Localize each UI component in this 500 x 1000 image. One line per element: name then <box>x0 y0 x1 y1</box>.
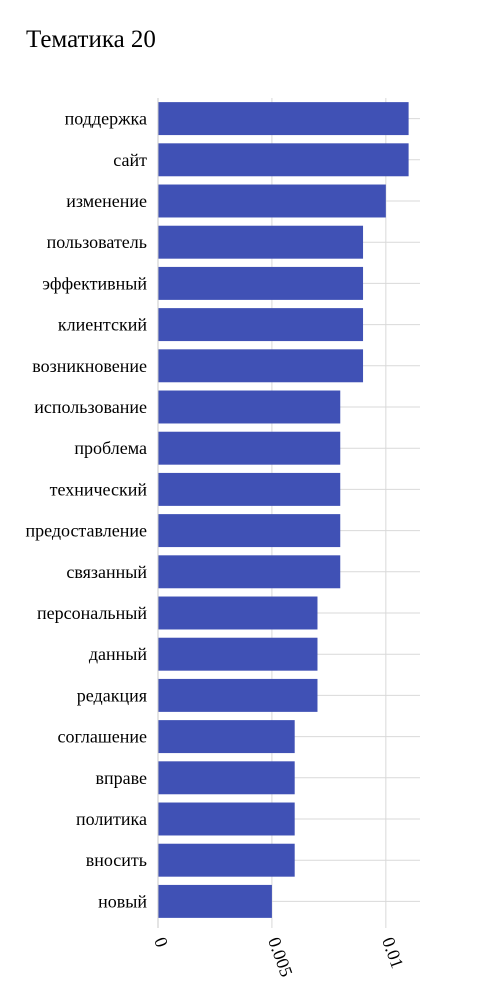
category-label: вправе <box>95 768 147 788</box>
category-label: новый <box>98 891 147 911</box>
bar <box>158 843 295 877</box>
bar <box>158 720 295 754</box>
category-label: вносить <box>86 850 147 870</box>
x-tick-labels: 0 0.005 0.01 <box>150 935 407 980</box>
category-label: персональный <box>37 603 147 623</box>
chart-title: Тематика 20 <box>26 26 156 53</box>
bar <box>158 596 318 630</box>
bar <box>158 225 364 259</box>
bar <box>158 308 364 342</box>
category-label: пользователь <box>47 232 147 252</box>
category-label: предоставление <box>25 521 147 541</box>
x-tick-label: 0 <box>150 935 172 950</box>
category-label: клиентский <box>58 315 147 335</box>
bars <box>158 102 409 918</box>
bar <box>158 637 318 671</box>
category-label: редакция <box>77 685 147 705</box>
category-label: возникновение <box>32 356 147 376</box>
bar <box>158 349 364 383</box>
bar <box>158 802 295 836</box>
category-label: технический <box>50 479 148 499</box>
category-labels: поддержка сайт изменение пользователь эффект… <box>25 109 147 912</box>
bar <box>158 678 318 712</box>
category-label: данный <box>89 644 148 664</box>
bar <box>158 266 364 300</box>
category-label: проблема <box>74 438 147 458</box>
bar <box>158 884 272 918</box>
category-label: поддержка <box>65 109 147 129</box>
x-tick-label: 0.01 <box>378 935 408 971</box>
category-label: соглашение <box>57 727 147 747</box>
category-label: использование <box>34 397 147 417</box>
bar <box>158 431 341 465</box>
bar <box>158 390 341 424</box>
bar <box>158 184 386 218</box>
bar <box>158 761 295 795</box>
x-tick-label: 0.005 <box>264 935 297 980</box>
category-label: изменение <box>66 191 147 211</box>
category-label: эффективный <box>42 273 147 293</box>
bar <box>158 143 409 177</box>
bar <box>158 514 341 548</box>
bar <box>158 555 341 589</box>
category-label: связанный <box>66 562 147 582</box>
bar <box>158 472 341 506</box>
category-label: политика <box>76 809 147 829</box>
category-label: сайт <box>113 150 147 170</box>
bar <box>158 102 409 136</box>
